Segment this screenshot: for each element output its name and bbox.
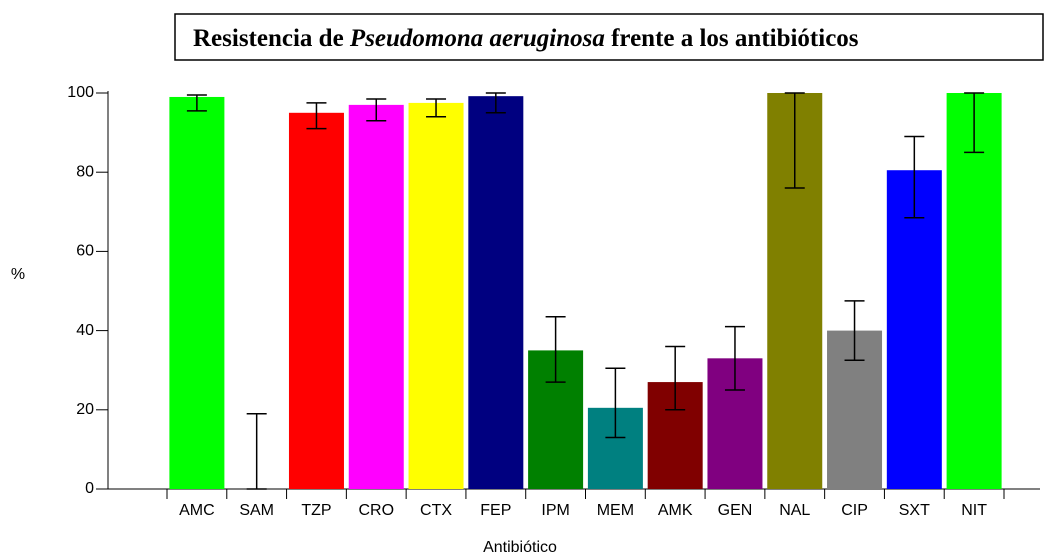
x-axis-label: Antibiótico (483, 539, 557, 556)
bar (288, 112, 344, 490)
bar (408, 102, 464, 490)
chart-title: Resistencia de Pseudomona aeruginosa fre… (193, 25, 859, 52)
bar (946, 93, 1002, 489)
bar (169, 96, 225, 490)
title-part: Pseudomona aeruginosa (349, 25, 605, 52)
bar (348, 104, 404, 489)
y-tick-label: 20 (76, 401, 94, 418)
x-tick-label: SAM (239, 502, 274, 519)
x-tick-label: TZP (301, 502, 331, 519)
y-axis-label: % (11, 266, 25, 283)
bar (886, 170, 942, 489)
x-tick-label: AMK (658, 502, 693, 519)
title-part: frente a los antibióticos (605, 25, 859, 52)
x-tick-label: CRO (358, 502, 394, 519)
x-tick-label: IPM (541, 502, 569, 519)
x-tick-label: MEM (597, 502, 634, 519)
y-tick-label: 0 (85, 480, 94, 497)
title-part: Resistencia de (193, 25, 350, 52)
x-tick-label: FEP (480, 502, 511, 519)
title-box (174, 13, 1044, 61)
x-tick-label: NAL (779, 502, 810, 519)
y-tick-label: 80 (76, 163, 94, 180)
bar (468, 96, 524, 489)
x-tick-label: NIT (961, 502, 987, 519)
y-tick-label: 100 (67, 84, 94, 101)
x-tick-label: CTX (420, 502, 452, 519)
y-tick-label: 40 (76, 322, 94, 339)
x-tick-label: AMC (179, 502, 215, 519)
x-tick-label: SXT (899, 502, 930, 519)
x-tick-label: GEN (718, 502, 753, 519)
x-tick-label: CIP (841, 502, 868, 519)
y-tick-label: 60 (76, 243, 94, 260)
